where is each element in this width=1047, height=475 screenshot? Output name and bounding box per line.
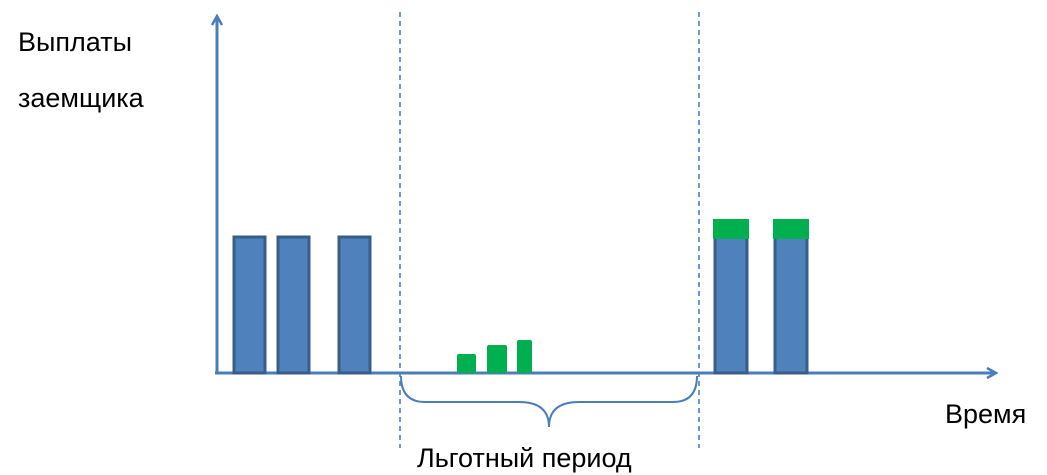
payments-during-grace — [457, 340, 532, 373]
payment-bar — [773, 235, 809, 375]
interest-cap — [713, 219, 749, 239]
interest-cap — [773, 219, 809, 239]
payment-bar — [713, 235, 749, 375]
payments-before-grace — [232, 235, 372, 375]
y-axis-label-line2: заемщика — [18, 83, 144, 113]
interest-bar — [517, 340, 532, 373]
x-axis-label: Время — [945, 399, 1027, 429]
payment-bar — [337, 235, 372, 375]
payment-bar — [276, 235, 311, 375]
payment-bar — [232, 235, 267, 375]
grace-period-label: Льготный период — [417, 443, 632, 473]
grace-period-brace — [400, 375, 698, 428]
interest-bar — [457, 354, 476, 373]
payments-after-grace — [713, 219, 809, 375]
y-axis-label-line1: Выплаты — [18, 27, 132, 57]
interest-bar — [487, 345, 507, 373]
